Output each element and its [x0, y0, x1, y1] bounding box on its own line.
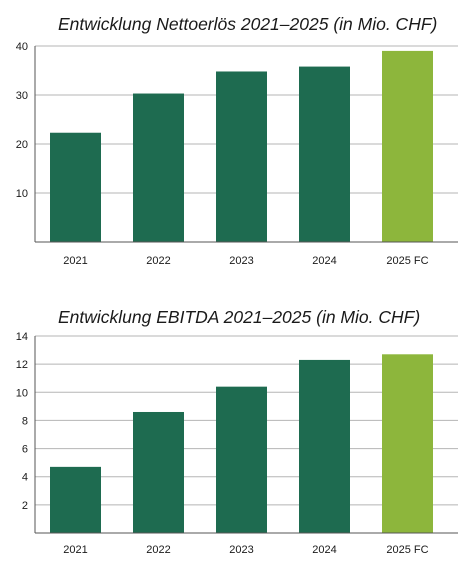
revenue-y-tick-label: 30 [16, 90, 28, 102]
ebitda-x-tick-label: 2022 [146, 544, 170, 556]
ebitda-y-tick-label: 12 [16, 359, 28, 371]
ebitda-y-tick-label: 8 [22, 415, 28, 427]
revenue-bar [216, 71, 267, 242]
ebitda-y-tick-label: 10 [16, 387, 28, 399]
revenue-x-tick-label: 2021 [63, 255, 87, 267]
revenue-y-tick-label: 20 [16, 139, 28, 151]
revenue-bar [50, 132, 101, 242]
ebitda-bar [382, 354, 433, 533]
revenue-y-tick-label: 40 [16, 41, 28, 53]
revenue-chart-title: Entwicklung Nettoerlös 2021–2025 (in Mio… [58, 14, 438, 34]
ebitda-y-tick-label: 6 [22, 444, 28, 456]
revenue-x-tick-label: 2022 [146, 255, 170, 267]
ebitda-bar [133, 411, 184, 533]
revenue-x-tick-label: 2025 FC [386, 255, 428, 267]
ebitda-bar [50, 466, 101, 533]
ebitda-x-tick-label: 2021 [63, 544, 87, 556]
ebitda-x-tick-label: 2024 [312, 544, 336, 556]
revenue-chart-plot: 10 20 30 40 2021 2022 2023 2024 2025 FC [16, 41, 458, 267]
revenue-bar [299, 66, 350, 242]
ebitda-y-tick-label: 2 [22, 500, 28, 512]
ebitda-x-tick-label: 2023 [229, 544, 253, 556]
revenue-bar [382, 50, 433, 243]
ebitda-bar [299, 359, 350, 533]
ebitda-bar [216, 386, 267, 533]
revenue-chart: Entwicklung Nettoerlös 2021–2025 (in Mio… [0, 0, 469, 280]
revenue-y-tick-label: 10 [16, 188, 28, 200]
revenue-x-tick-label: 2024 [312, 255, 336, 267]
ebitda-y-tick-label: 14 [16, 331, 28, 343]
revenue-x-tick-label: 2023 [229, 255, 253, 267]
ebitda-y-tick-label: 4 [22, 472, 28, 484]
revenue-bar [133, 93, 184, 242]
ebitda-chart-title: Entwicklung EBITDA 2021–2025 (in Mio. CH… [58, 307, 421, 327]
ebitda-x-tick-label: 2025 FC [386, 544, 428, 556]
